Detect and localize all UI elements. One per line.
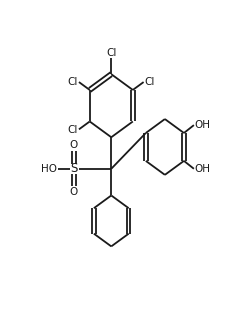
Text: OH: OH	[195, 120, 211, 130]
Text: O: O	[70, 187, 78, 198]
Text: Cl: Cl	[68, 125, 78, 135]
Text: S: S	[70, 162, 78, 175]
Text: OH: OH	[195, 164, 211, 174]
Text: Cl: Cl	[106, 48, 117, 58]
Text: O: O	[70, 140, 78, 150]
Text: Cl: Cl	[68, 77, 78, 87]
Text: Cl: Cl	[144, 77, 155, 87]
Text: HO: HO	[41, 164, 57, 174]
